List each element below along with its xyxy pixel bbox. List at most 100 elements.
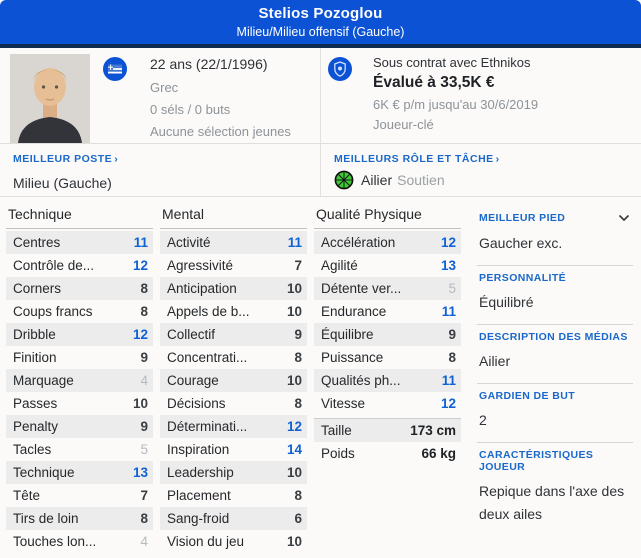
best-position-header[interactable]: MEILLEUR POSTE › [13,153,320,165]
attribute-name: Tacles [13,442,52,457]
attribute-value: 9 [140,350,148,365]
attribute-name: Dribble [13,327,56,342]
attribute-value: 10 [286,465,302,480]
attribute-row: Coups francs 8 [6,300,153,323]
attribute-row: Activité 11 [160,231,307,254]
greece-flag-icon[interactable] [103,57,127,143]
best-position-label: MEILLEUR POSTE [13,153,113,165]
sidebar-section-value: 2 [479,412,487,428]
attribute-name: Vitesse [321,396,366,411]
attribute-row: Qualités ph... 11 [314,369,461,392]
youth-caps: Aucune sélection jeunes [150,124,291,139]
player-name: Stelios Pozoglou [258,5,383,22]
attribute-row: Tête 7 [6,484,153,507]
attribute-name: Penalty [13,419,59,434]
sidebar-section-label: GARDIEN DE BUT [479,390,576,402]
sidebar-section-label: CARACTÉRISTIQUES JOUEUR [479,449,594,473]
attribute-name: Endurance [321,304,387,319]
attribute-value: 11 [441,304,456,319]
attribute-row: Décisions 8 [160,392,307,415]
attribute-row: Vision du jeu 10 [160,530,307,553]
attribute-name: Tête [13,488,41,503]
sidebar-section: MEILLEUR PIED Gaucher exc. [477,205,633,266]
attribute-row: Centres 11 [6,231,153,254]
club-badge-icon[interactable] [328,57,352,143]
sidebar-section-header: CARACTÉRISTIQUES JOUEUR [479,449,631,473]
attribute-value: 8 [140,281,148,296]
attribute-row: Anticipation 10 [160,277,307,300]
column-header: Technique [6,205,153,229]
sidebar-section-value: Gaucher exc. [479,235,563,251]
attribute-row: Agressivité 7 [160,254,307,277]
sidebar-section-header: GARDIEN DE BUT [479,390,631,402]
best-role-panel: MEILLEURS RÔLE ET TÂCHE › Ailier Soutie [320,144,641,196]
sidebar-section-value: Ailier [479,353,511,369]
attribute-value: 8 [140,511,148,526]
contract-info-panel: Sous contrat avec Ethnikos Évalué à 33,5… [320,48,641,143]
best-position-section: MEILLEUR POSTE › Milieu (Gauche) MEILLEUR… [0,144,641,197]
attribute-value: 4 [140,534,148,549]
attribute-name: Coups francs [13,304,93,319]
attribute-row: Déterminati... 12 [160,415,307,438]
attribute-name: Contrôle de... [13,258,95,273]
attribute-value: 11 [133,235,148,250]
attribute-name: Marquage [13,373,74,388]
measure-value: 173 cm [410,423,456,438]
attribute-row: Technique 13 [6,461,153,484]
attribute-row: Vitesse 12 [314,392,461,415]
attribute-row: Équilibre 9 [314,323,461,346]
attribute-value: 7 [294,258,302,273]
sidebar-section-label: MEILLEUR PIED [479,212,566,224]
column-header: Qualité Physique [314,205,461,229]
attribute-name: Appels de b... [167,304,250,319]
attribute-value: 10 [132,396,148,411]
attribute-row: Corners 8 [6,277,153,300]
player-photo-image [10,54,90,143]
chevron-right-icon: › [495,153,500,165]
contract-line: Sous contrat avec Ethnikos [373,55,531,70]
best-role-label: MEILLEURS RÔLE ET TÂCHE [334,153,494,165]
attribute-name: Collectif [167,327,216,342]
attributes-section: Technique Centres 11 Contrôle de... 12 Corner… [0,197,641,558]
attribute-value: 9 [140,419,148,434]
attribute-name: Agressivité [167,258,234,273]
attribute-value: 11 [441,373,456,388]
attribute-value: 10 [286,304,302,319]
attribute-row: Contrôle de... 12 [6,254,153,277]
attribute-name: Puissance [321,350,384,365]
attribute-row: Leadership 10 [160,461,307,484]
age-line: 22 ans (22/1/1996) [150,56,268,72]
sidebar-section: GARDIEN DE BUT 2 [477,384,633,443]
attribute-row: Collectif 9 [160,323,307,346]
sidebar-section-value: Repique dans l'axe des deux ailes [479,483,625,522]
measure-row: Taille 173 cm [314,419,461,442]
attribute-row: Détente ver... 5 [314,277,461,300]
player-info-section: 22 ans (22/1/1996) Grec 0 séls / 0 buts … [0,48,641,144]
attribute-columns: Technique Centres 11 Contrôle de... 12 Corner… [6,205,468,558]
attribute-column: Mental Activité 11 Agressivité 7 Anticipation… [160,205,307,558]
chevron-down-icon[interactable] [617,211,631,225]
attribute-value: 6 [294,511,302,526]
player-position: Milieu/Milieu offensif (Gauche) [236,25,405,39]
best-role-header[interactable]: MEILLEURS RÔLE ET TÂCHE › [334,153,641,165]
attribute-value: 12 [132,327,148,342]
attribute-rows: Accélération 12 Agilité 13 Détente ver... 5 En… [314,231,461,415]
attribute-value: 5 [140,442,148,457]
attribute-rows: Activité 11 Agressivité 7 Anticipation 10 Appe… [160,231,307,553]
attribute-value: 8 [294,488,302,503]
title-bar: Stelios Pozoglou Milieu/Milieu offensif … [0,0,641,44]
best-role-value: Ailier Soutien [334,170,641,190]
attribute-value: 7 [140,488,148,503]
attribute-name: Concentrati... [167,350,248,365]
attribute-name: Vision du jeu [167,534,245,549]
attribute-row: Endurance 11 [314,300,461,323]
attribute-row: Placement 8 [160,484,307,507]
attribute-name: Touches lon... [13,534,97,549]
attribute-name: Décisions [167,396,226,411]
sidebar-section-header[interactable]: MEILLEUR PIED [479,211,631,225]
attribute-name: Déterminati... [167,419,248,434]
attribute-name: Finition [13,350,57,365]
attribute-value: 11 [287,235,302,250]
attribute-value: 9 [448,327,456,342]
